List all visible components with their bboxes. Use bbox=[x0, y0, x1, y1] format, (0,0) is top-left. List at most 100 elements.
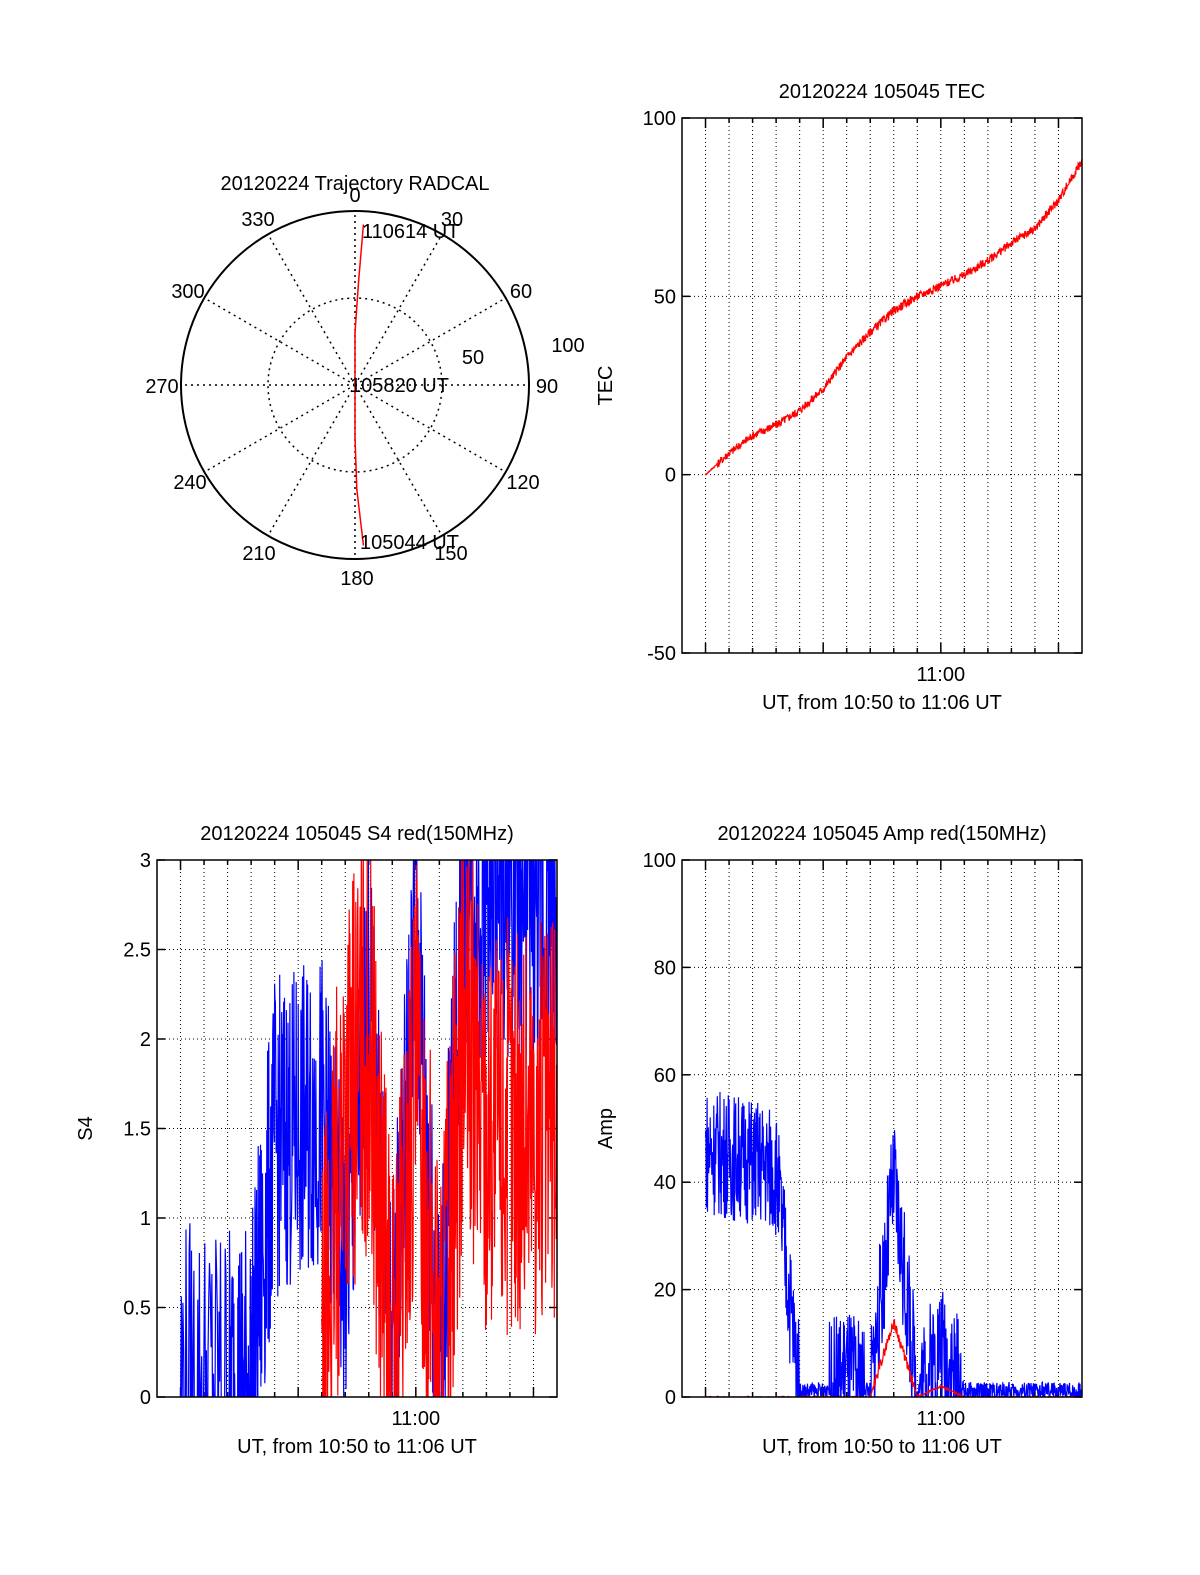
chart-panel-2: 20120224 105045 S4 red(150MHz) 0 0.5 1 1.5 2 2… bbox=[75, 823, 558, 1458]
plot-frame bbox=[681, 117, 1083, 654]
polar-spoke bbox=[267, 384, 356, 537]
y-tick-label: 50 bbox=[654, 286, 676, 308]
polar-angle-label: 0 bbox=[349, 185, 360, 207]
y-tick-label: 80 bbox=[654, 957, 676, 979]
series-point-1 bbox=[509, 1127, 511, 1130]
polar-angle-label: 210 bbox=[242, 543, 275, 565]
series-point-0 bbox=[1057, 1391, 1060, 1393]
polar-trajectory-point bbox=[354, 332, 356, 334]
x-axis-label: UT, from 10:50 to 11:06 UT bbox=[762, 692, 1002, 714]
series-point-0 bbox=[297, 1127, 299, 1130]
plot-frame bbox=[156, 859, 558, 1398]
x-tick-label: 11:00 bbox=[917, 664, 966, 686]
polar-trajectory-point bbox=[354, 436, 356, 439]
y-tick-label: 0 bbox=[665, 465, 676, 487]
y-tick-label: -50 bbox=[647, 643, 676, 665]
y-tick-label: 0 bbox=[665, 1387, 676, 1409]
y-axis-label: S4 bbox=[75, 1116, 97, 1140]
plot-area bbox=[704, 158, 1082, 476]
series-point-1 bbox=[485, 1127, 488, 1130]
series-point-0 bbox=[1034, 1391, 1036, 1393]
series-point-0 bbox=[822, 1391, 824, 1393]
series-point-0 bbox=[704, 1149, 707, 1151]
series-point-0 bbox=[987, 260, 989, 262]
polar-trajectory-point bbox=[356, 488, 358, 491]
series-point-0 bbox=[916, 1391, 918, 1393]
series-point-1 bbox=[321, 1378, 323, 1380]
series-point-0 bbox=[368, 1002, 370, 1004]
x-tick-label: 11:00 bbox=[917, 1408, 966, 1430]
series-point-0 bbox=[963, 1391, 965, 1393]
series-point-1 bbox=[415, 1074, 417, 1076]
series-line-0 bbox=[704, 158, 1082, 476]
series-point-0 bbox=[250, 1374, 252, 1377]
series-point-1 bbox=[344, 1092, 346, 1094]
series-point-0 bbox=[728, 452, 730, 454]
y-tick-label: 2 bbox=[140, 1029, 151, 1051]
series-point-1 bbox=[368, 1038, 370, 1040]
polar-angle-label: 150 bbox=[434, 543, 467, 565]
polar-angle-label: 330 bbox=[241, 209, 274, 231]
series-point-0 bbox=[940, 285, 942, 287]
series-point-0 bbox=[846, 1369, 848, 1371]
series-point-0 bbox=[893, 1181, 895, 1183]
series-point-0 bbox=[822, 388, 824, 390]
chart-title: 20120224 105045 S4 red(150MHz) bbox=[200, 823, 514, 845]
polar-spoke bbox=[354, 233, 443, 386]
series-point-0 bbox=[916, 295, 918, 297]
series-point-0 bbox=[869, 1391, 871, 1393]
series-point-0 bbox=[728, 1154, 730, 1156]
series-line-0 bbox=[704, 1091, 1082, 1397]
series-point-0 bbox=[1010, 242, 1013, 244]
y-axis-label: Amp bbox=[595, 1108, 617, 1149]
series-point-1 bbox=[532, 1127, 535, 1130]
series-point-0 bbox=[532, 913, 535, 915]
polar-angle-label: 300 bbox=[171, 281, 204, 303]
series-point-0 bbox=[1057, 199, 1060, 201]
chart-title: 20120224 105045 Amp red(150MHz) bbox=[717, 823, 1046, 845]
polar-trajectory-point bbox=[362, 544, 365, 546]
polar-plot: 20120224 Trajectory RADCAL03060901201501… bbox=[145, 173, 584, 590]
polar-spoke bbox=[354, 297, 507, 386]
y-tick-label: 1.5 bbox=[123, 1119, 151, 1141]
polar-annotation-start: 110614 UT bbox=[362, 221, 459, 243]
series-point-1 bbox=[940, 1385, 942, 1387]
series-point-0 bbox=[893, 310, 895, 312]
polar-spoke bbox=[203, 297, 356, 386]
x-axis-label: UT, from 10:50 to 11:06 UT bbox=[237, 1436, 477, 1458]
series-line-1 bbox=[321, 860, 557, 1397]
polar-angle-label: 60 bbox=[510, 281, 532, 303]
series-point-0 bbox=[226, 1374, 229, 1377]
series-point-1 bbox=[391, 1378, 393, 1380]
polar-radius-label: 50 bbox=[462, 347, 484, 369]
series-point-0 bbox=[704, 474, 707, 476]
series-point-0 bbox=[940, 1342, 942, 1344]
series-point-0 bbox=[179, 1374, 182, 1377]
y-tick-label: 0.5 bbox=[123, 1298, 151, 1320]
polar-spoke bbox=[354, 384, 443, 537]
chart-title: 20120224 105045 TEC bbox=[779, 81, 985, 103]
series-point-0 bbox=[799, 409, 801, 412]
series-point-0 bbox=[509, 895, 511, 897]
y-tick-label: 100 bbox=[643, 108, 676, 130]
polar-outer-ring bbox=[180, 210, 530, 560]
series-point-0 bbox=[1010, 1391, 1013, 1393]
y-tick-label: 100 bbox=[643, 850, 676, 872]
series-line-1 bbox=[705, 1319, 1082, 1397]
polar-angle-label: 270 bbox=[145, 376, 178, 398]
series-point-0 bbox=[775, 1170, 777, 1173]
polar-annotation-mid: 105820 UT bbox=[350, 375, 449, 397]
polar-trajectory-point bbox=[362, 224, 365, 226]
polar-annotation-end: 105044 UT bbox=[360, 532, 459, 554]
polar-spoke bbox=[354, 384, 507, 473]
polar-trajectory-point bbox=[354, 380, 356, 383]
series-point-0 bbox=[846, 356, 848, 358]
y-tick-label: 1 bbox=[140, 1208, 151, 1230]
x-tick-label: 11:00 bbox=[392, 1408, 441, 1430]
y-tick-label: 40 bbox=[654, 1172, 676, 1194]
series-line-0 bbox=[180, 860, 557, 1397]
series-point-0 bbox=[869, 331, 871, 333]
series-point-0 bbox=[987, 1391, 989, 1393]
series-point-1 bbox=[462, 1038, 464, 1040]
polar-title: 20120224 Trajectory RADCAL bbox=[220, 173, 489, 195]
